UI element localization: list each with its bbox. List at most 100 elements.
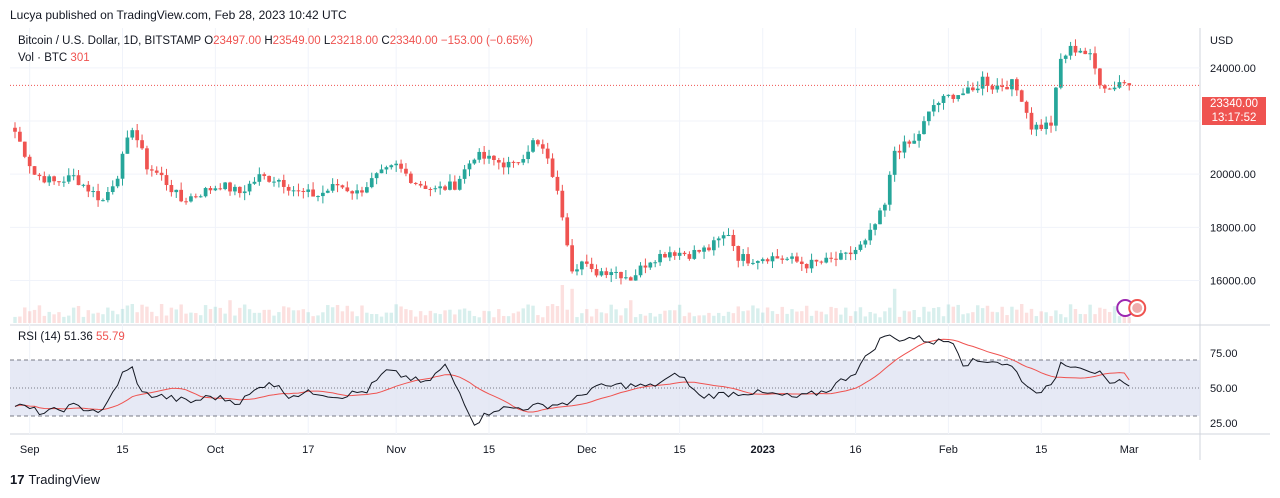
volume-bar <box>1122 315 1127 323</box>
volume-bar <box>472 316 477 323</box>
volume-bar <box>648 312 653 323</box>
volume-bar <box>86 310 91 323</box>
volume-bar <box>1068 304 1073 323</box>
volume-bar <box>541 317 545 323</box>
volume-bar <box>951 306 956 323</box>
volume-bar <box>462 308 467 323</box>
candle-body <box>1127 83 1132 86</box>
volume-bar <box>702 315 706 323</box>
symbol-title[interactable]: Bitcoin / U.S. Dollar, 1D, BITSTAMP <box>18 35 201 47</box>
candle-body <box>257 174 262 182</box>
volume-bar <box>990 311 995 323</box>
volume-bar <box>179 304 183 323</box>
candle-body <box>711 240 716 251</box>
volume-bar <box>1073 309 1078 323</box>
price-legend: Bitcoin / U.S. Dollar, 1D, BITSTAMP O234… <box>18 35 533 47</box>
candle-body <box>316 196 320 198</box>
candle-body <box>1093 53 1097 69</box>
candle-body <box>853 249 858 255</box>
candle-body <box>301 190 306 192</box>
candle-body <box>702 247 706 252</box>
candle-body <box>985 76 990 86</box>
last-price-value: 23340.00 <box>1210 98 1258 110</box>
candle-body <box>540 144 545 149</box>
candle-body <box>775 256 780 259</box>
candle-body <box>277 179 281 182</box>
candle-body <box>829 257 833 259</box>
volume-bar <box>1107 312 1112 323</box>
volume-bar <box>653 316 657 323</box>
volume-bar <box>775 313 780 323</box>
candle-body <box>330 184 335 191</box>
volume-bar <box>379 316 384 323</box>
volume-bar <box>1034 316 1039 323</box>
candle-body <box>560 190 565 218</box>
rsi-value: 51.36 <box>64 331 93 343</box>
candle-body <box>970 87 975 91</box>
volume-bar <box>912 309 916 323</box>
rsi-tick-label: 25.00 <box>1210 418 1238 430</box>
volume-bar <box>677 304 682 323</box>
candle-body <box>335 184 340 186</box>
volume-bar <box>301 309 306 323</box>
volume-bar <box>633 317 638 323</box>
volume-bar <box>770 311 775 323</box>
candle-body <box>1063 55 1068 59</box>
candle-body <box>237 186 242 194</box>
volume-bar <box>453 314 457 323</box>
candle-body <box>404 168 408 174</box>
volume-bar <box>795 311 799 323</box>
candle-body <box>233 186 237 192</box>
candle-body <box>179 189 184 202</box>
candle-body <box>966 87 970 94</box>
volume-bar <box>966 313 970 323</box>
volume-bar <box>956 304 960 323</box>
candle-body <box>428 189 433 191</box>
candle-body <box>169 185 174 193</box>
candle-body <box>13 127 17 132</box>
candle-body <box>1034 124 1039 130</box>
candle-body <box>804 263 809 269</box>
candle-body <box>1010 79 1014 90</box>
tradingview-footer[interactable]: 17 TradingView <box>10 472 100 487</box>
time-tick-label: 15 <box>674 444 686 456</box>
candle-body <box>741 254 746 261</box>
rsi-tick-label: 50.00 <box>1210 383 1238 395</box>
time-tick-label: 15 <box>116 444 128 456</box>
candle-body <box>413 182 418 184</box>
rsi-label[interactable]: RSI (14) <box>18 331 61 343</box>
candle-body <box>892 150 897 175</box>
volume-bar <box>1029 308 1034 323</box>
volume-bar <box>848 315 853 323</box>
volume-label[interactable]: Vol · BTC <box>18 52 68 64</box>
volume-bar <box>492 317 496 323</box>
open-label: O <box>204 35 214 47</box>
volume-bar <box>638 314 643 323</box>
candle-body <box>482 151 487 159</box>
time-tick-label: 17 <box>302 444 314 456</box>
volume-bar <box>423 315 428 323</box>
volume-bar <box>814 310 819 323</box>
candle-body <box>575 269 579 272</box>
candle-body <box>350 191 355 194</box>
time-tick-label: Dec <box>577 444 597 456</box>
time-tick-label: 15 <box>1035 444 1047 456</box>
candle-body <box>643 265 648 268</box>
volume-bar <box>985 305 990 323</box>
volume-bar <box>892 288 897 323</box>
volume-bar <box>414 316 418 323</box>
volume-bar <box>169 307 174 323</box>
candle-body <box>868 229 873 241</box>
candle-body <box>1073 45 1078 53</box>
candle-body <box>321 192 325 197</box>
volume-bar <box>1093 314 1097 323</box>
rsi-ma-value: 55.79 <box>96 331 125 343</box>
volume-bar <box>853 311 858 323</box>
candle-body <box>516 162 521 164</box>
candle-body <box>604 271 609 276</box>
candle-body <box>389 165 394 168</box>
candle-body <box>208 188 213 191</box>
volume-bar <box>370 314 374 323</box>
price-tick-label: 20000.00 <box>1210 169 1256 181</box>
